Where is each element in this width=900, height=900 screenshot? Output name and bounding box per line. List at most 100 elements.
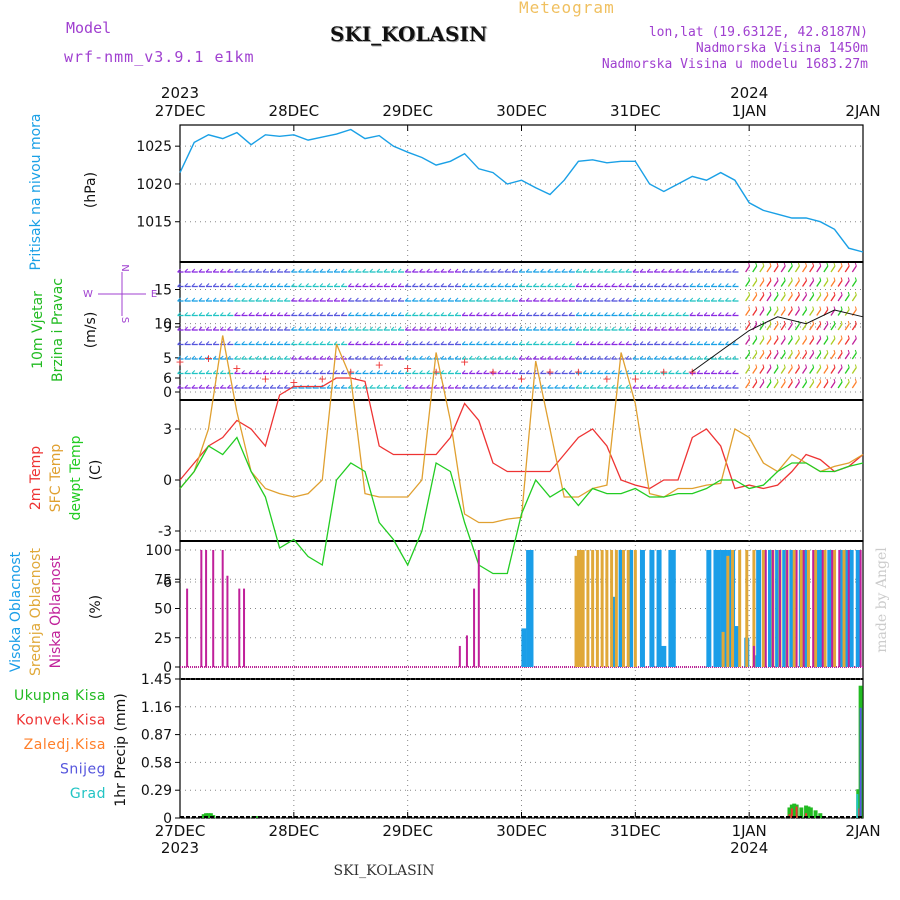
wind-barb-flag [355, 341, 359, 345]
wind-barb-flag [604, 312, 608, 316]
wind-barb-flag [561, 312, 566, 316]
wind-barb-flag [682, 355, 687, 360]
cloud-bar-3 [212, 550, 215, 667]
wind-barb [759, 265, 765, 273]
cloud-bar-3 [847, 550, 850, 667]
wind-barb-flag [618, 268, 623, 273]
wind-barb-flag [426, 297, 430, 302]
wind-barb [809, 280, 815, 287]
wind-barb-flag [305, 283, 309, 287]
precip-bar-1 [818, 813, 823, 818]
wind-speed-marker: + [460, 355, 469, 368]
wind-barb-flag [262, 370, 267, 374]
wind-barb-flag [461, 355, 466, 360]
wind-barb-flag [854, 320, 857, 325]
wind-barb-flag [468, 370, 473, 374]
temp-line-2 [179, 335, 864, 524]
wind-barb-flag [525, 355, 530, 360]
wind-barb [752, 352, 758, 360]
wind-barb-flag [525, 268, 530, 273]
wind-barb-flag [390, 355, 395, 360]
wind-barb-flag [426, 283, 430, 287]
wind-barb-flag [504, 268, 509, 273]
wind-barb-flag [582, 355, 587, 360]
wind-barb-flag [440, 283, 445, 287]
cloud-bar-3 [838, 550, 841, 667]
wind-barb-flag [732, 355, 736, 360]
wind-barb-flag [625, 341, 630, 345]
wind-barb-flag [532, 326, 537, 331]
wind-barb [816, 352, 822, 360]
wind-barb-flag [177, 341, 181, 345]
wind-barb-flag [819, 262, 822, 267]
wind-barb-flag [291, 355, 295, 360]
wind-barb-flag [205, 326, 210, 331]
wind-barb-flag [276, 297, 281, 302]
wind-barb-flag [653, 268, 658, 273]
wind-barb-flag [547, 268, 551, 273]
wind-barb-flag [732, 312, 736, 316]
wind-barb-flag [668, 326, 672, 331]
wind-barb-flag [198, 355, 203, 360]
cloud-bar-2 [633, 550, 637, 667]
wind-barb-flag [454, 384, 459, 389]
y-tick-label: 75 [154, 572, 172, 588]
wind-barb-flag [440, 341, 445, 345]
wind-barb [745, 294, 751, 302]
wind-barb-flag [333, 384, 338, 389]
wind-barb-flag [618, 326, 623, 331]
wind-barb-flag [376, 355, 381, 360]
wind-barb-flag [468, 312, 473, 316]
wind-barb [816, 265, 822, 273]
wind-barb-flag [454, 326, 459, 331]
cloud-bar-2 [626, 550, 630, 667]
wind-barb-flag [596, 297, 601, 302]
wind-barb-flag [312, 268, 317, 273]
wind-barb [766, 294, 772, 302]
y-tick-label: 1020 [136, 177, 172, 193]
wind-barb-flag [575, 283, 580, 287]
x-tick-label-bottom: 27DEC [155, 822, 206, 840]
x-tick-label-bottom: 31DEC [610, 822, 661, 840]
wind-barb-flag [725, 370, 729, 374]
wind-barb-flag [732, 341, 736, 345]
wind-barb-flag [611, 312, 615, 316]
wind-speed-marker: + [517, 372, 526, 385]
wind-barb-flag [283, 370, 288, 374]
wind-barb-flag [518, 355, 523, 360]
wind-barb-flag [819, 349, 822, 354]
wind-barb-flag [525, 384, 530, 389]
wind-barb-flag [840, 335, 843, 339]
wind-barb-flag [205, 297, 210, 302]
wind-barb-flag [604, 326, 608, 331]
wind-barb-flag [689, 268, 694, 273]
wind-barb-flag [283, 384, 288, 389]
wind-barb-flag [347, 384, 352, 389]
wind-barb-flag [604, 297, 608, 302]
wind-barb-flag [826, 349, 829, 354]
wind-barb [794, 309, 800, 316]
wind-barb-flag [847, 335, 850, 339]
wind-barb [759, 309, 765, 316]
wind-barb-flag [833, 306, 836, 310]
wind-barb-flag [333, 326, 338, 331]
wind-barb-flag [826, 335, 829, 339]
wind-barb-flag [511, 297, 516, 302]
wind-barb [816, 367, 822, 374]
wind-barb-flag [219, 355, 224, 360]
wind-barb-flag [561, 355, 566, 360]
precip-bar-1 [804, 805, 809, 818]
cloud-bar-2 [806, 550, 810, 667]
wind-barb [837, 265, 843, 273]
wind-barb-flag [219, 384, 224, 389]
wind-barb-flag [710, 326, 715, 331]
cloud-bar-1 [789, 550, 795, 667]
wind-speed-marker: + [232, 362, 241, 375]
wind-barb-flag [769, 277, 772, 281]
wind-barb-flag [262, 283, 267, 287]
wind-barb-flag [675, 384, 679, 389]
wind-barb-flag [404, 283, 409, 287]
wind-barb-flag [227, 268, 231, 273]
precip-legend-item: Ukupna Kisa [14, 688, 106, 704]
wind-barb [766, 265, 772, 273]
